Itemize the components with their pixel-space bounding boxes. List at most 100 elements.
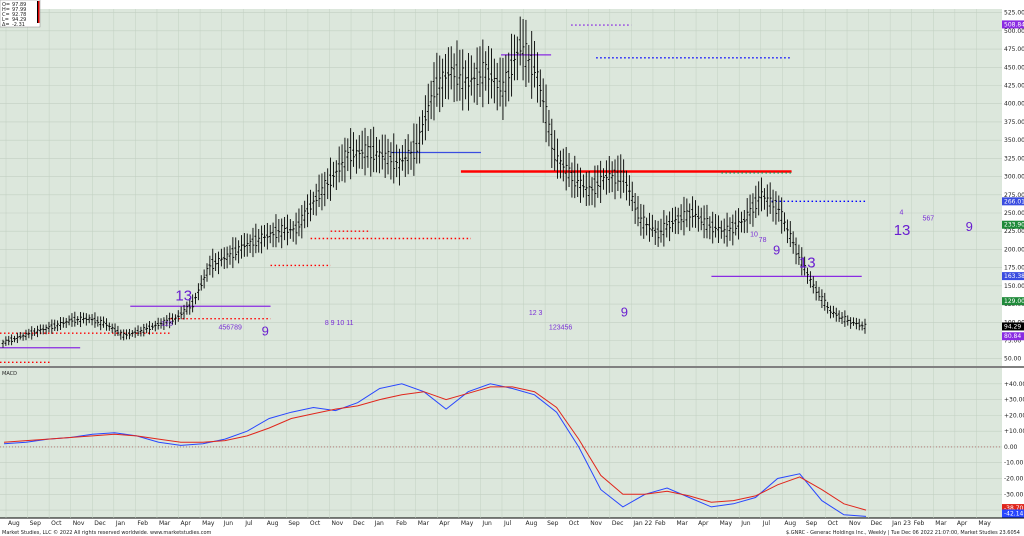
td-count-label: 9 [621, 304, 628, 319]
ohlc-open-value: 97.89 [12, 2, 26, 8]
x-tick-label: Feb [137, 520, 148, 527]
x-tick-label: Apr [957, 520, 968, 527]
axis-price-tag-label: 94.29 [1004, 323, 1021, 330]
macd-series-line [3, 386, 867, 511]
x-tick-label: Nov [849, 520, 861, 527]
td-count-label: 9 [773, 243, 780, 258]
axis-price-tag [1002, 322, 1024, 331]
macd-tick-label: -10.00 [1004, 460, 1024, 467]
x-tick-label: Apr [181, 520, 192, 527]
macd-panel [0, 368, 1002, 518]
footer-bar [0, 528, 1024, 536]
price-tags: 508.84 266.01 233.90 163.38 129.00 94.29 80.84… [1002, 20, 1024, 518]
macd-tick-label: +30.00 [1004, 397, 1024, 404]
price-bars [1, 16, 867, 348]
x-tick-label: Mar [677, 520, 689, 527]
axis-price-tag-label: 266.01 [1004, 198, 1024, 205]
x-tick-label: Feb [396, 520, 407, 527]
axis-price-tag [1002, 20, 1024, 29]
x-tick-label: Mar [418, 520, 430, 527]
axis-price-tag [1002, 220, 1024, 229]
price-tick-label: 150.00 [1004, 283, 1024, 290]
ohlc-change-value: -2.31 [12, 22, 25, 28]
price-panel [0, 9, 1002, 366]
x-tick-label: May [202, 520, 215, 527]
x-tick-label: Aug [784, 520, 796, 527]
td-setup-count: 567 [922, 215, 934, 222]
x-tick-label: Apr [439, 520, 450, 527]
macd-axis [1002, 368, 1024, 518]
td-setup-count: 8 9 10 11 [325, 320, 354, 327]
x-tick-label: Oct [51, 520, 62, 527]
x-tick-label: Jun [481, 520, 492, 527]
td-setup-count: 123456 [549, 325, 572, 332]
footer-copyright: Market Studies, LLC © 2022 All rights re… [2, 529, 212, 536]
x-tick-label: Nov [590, 520, 602, 527]
price-tick-label: 325.00 [1004, 155, 1024, 162]
x-tick-label: Feb [655, 520, 666, 527]
td-counts: 139991391391313139139131234567898 9 10 1… [161, 209, 973, 338]
price-tick-label: 500.00 [1004, 28, 1024, 35]
price-tick-label: 525.00 [1004, 10, 1024, 17]
price-tick-label: 250.00 [1004, 210, 1024, 217]
macd-tick-label: -20.00 [1004, 476, 1024, 483]
x-tick-label: Aug [267, 520, 279, 527]
macd-series-line [3, 383, 867, 517]
ohlc-box: O= 97.89 H= 97.99 C= 92.78 L= 94.29 Δ= -… [0, 0, 41, 28]
price-axis [1002, 9, 1024, 366]
price-tick-label: 175.00 [1004, 265, 1024, 272]
axis-price-tag-label: 129.00 [1004, 298, 1024, 305]
ohlc-low-value: 94.29 [12, 17, 26, 23]
td-setup-count: 123 [161, 321, 173, 328]
td-setup-count: 78 [759, 237, 767, 244]
axis-price-tag [1002, 509, 1024, 518]
ohlc-change-label: Δ= [2, 22, 10, 28]
x-tick-label: Apr [698, 520, 709, 527]
td-setup-count: 10 [750, 231, 758, 238]
macd-tick-label: 0.00 [1004, 444, 1018, 451]
x-tick-label: Oct [569, 520, 580, 527]
x-tick-label: Jan 22 [632, 520, 652, 527]
axis-price-tag [1002, 332, 1024, 341]
axis-price-tag [1002, 197, 1024, 206]
axis-price-tag-label: -38.70 [1004, 505, 1024, 512]
x-tick-label: May [720, 520, 733, 527]
axis-price-tag-label: 508.84 [1004, 21, 1024, 28]
macd-title: MACD [2, 371, 17, 377]
td-count-label: 13 [894, 222, 911, 239]
axis-price-tag [1002, 297, 1024, 306]
ohlc-close-value: 92.78 [12, 12, 26, 18]
price-tick-label: 200.00 [1004, 246, 1024, 253]
price-tick-label: 425.00 [1004, 83, 1024, 90]
td-count-label: 13 [799, 255, 816, 272]
x-tick-label: Jun [740, 520, 751, 527]
x-tick-label: Jan 23 [891, 520, 911, 527]
x-tick-label: Jul [244, 520, 253, 527]
x-tick-label: Dec [353, 520, 365, 527]
x-tick-label: Aug [526, 520, 538, 527]
x-tick-label: Sep [806, 520, 818, 527]
macd-lines [3, 383, 867, 517]
x-tick-label: Nov [73, 520, 85, 527]
x-tick-label: Jul [762, 520, 771, 527]
price-tick-label: 475.00 [1004, 46, 1024, 53]
x-tick-label: Jan [374, 520, 384, 527]
x-tick-label: Jul [503, 520, 512, 527]
x-tick-label: May [978, 520, 991, 527]
td-setup-count: 12 3 [529, 310, 543, 317]
x-tick-label: Jun [223, 520, 234, 527]
ohlc-low-label: L= [2, 17, 9, 23]
td-count-label: 13 [175, 287, 192, 304]
x-tick-label: Feb [914, 520, 925, 527]
price-tick-label: 225.00 [1004, 228, 1024, 235]
price-tick-label: 275.00 [1004, 192, 1024, 199]
x-tick-label: Mar [159, 520, 171, 527]
price-tick-label: 75.00 [1004, 338, 1021, 345]
x-tick-label: Mar [935, 520, 947, 527]
price-tick-label: 375.00 [1004, 119, 1024, 126]
x-tick-label: Jan [115, 520, 125, 527]
td-count-label: 9 [262, 323, 269, 338]
price-tick-label: 50.00 [1004, 356, 1021, 363]
